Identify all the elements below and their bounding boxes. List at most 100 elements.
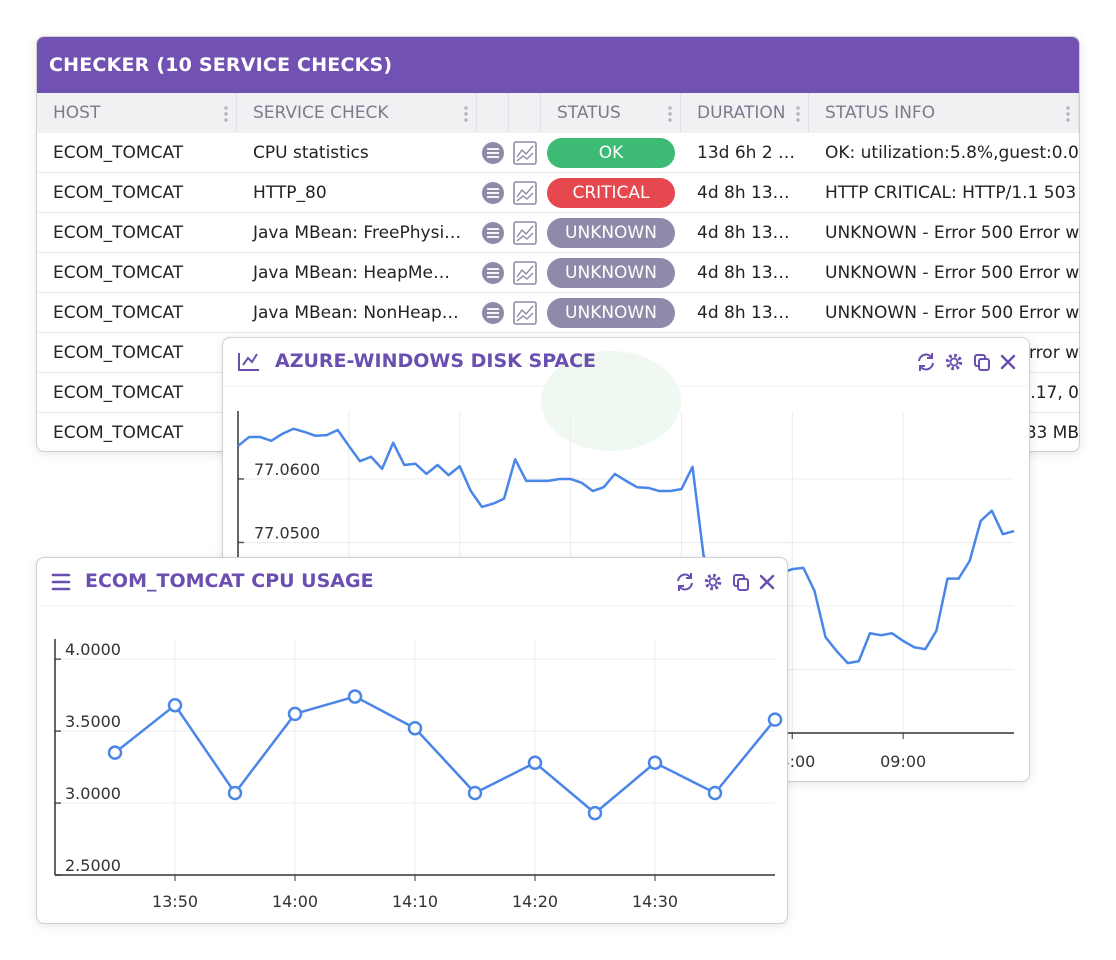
data-line	[237, 427, 1015, 665]
column-header	[477, 93, 509, 133]
column-header[interactable]: STATUS	[541, 93, 681, 133]
x-tick-label: 14:20	[512, 892, 558, 911]
data-point	[647, 755, 663, 771]
icon-line	[516, 265, 534, 282]
icon-line	[516, 225, 534, 242]
column-grip[interactable]	[796, 105, 800, 123]
column-grip[interactable]	[224, 105, 228, 123]
status-pill: UNKNOWN	[547, 258, 675, 288]
status-info-cell: UNKNOWN - Error 500 Error w	[825, 303, 1079, 323]
data-point	[287, 706, 303, 722]
data-point	[707, 785, 723, 801]
icon-shape	[949, 357, 959, 367]
data-point	[767, 712, 783, 727]
y-tick-label: 4.0000	[65, 640, 121, 659]
y-tick-label: 3.5000	[65, 712, 121, 731]
duration-cell: 13d 6h 2 …	[697, 143, 796, 163]
settings-button[interactable]	[945, 353, 963, 371]
host-cell: ECOM_TOMCAT	[53, 223, 184, 243]
cpu-window: 4.0000 3.5000 3.0000 2.5000 13:50 14:00 14:10 1…	[36, 557, 788, 924]
row-actions[interactable]	[477, 133, 541, 173]
row-actions[interactable]	[477, 253, 541, 293]
row-divider	[37, 212, 1079, 213]
refresh-button[interactable]	[918, 353, 934, 371]
data-line	[114, 695, 776, 815]
host-cell: ECOM_TOMCAT	[53, 383, 184, 403]
status-pill: CRITICAL	[547, 178, 675, 208]
settings-button[interactable]	[704, 573, 722, 591]
service-cell: Java MBean: FreePhysi…	[253, 223, 462, 243]
column-header	[509, 93, 541, 133]
y-tick-label: 77.0600	[254, 460, 320, 479]
column-header[interactable]: SERVICE CHECK	[237, 93, 477, 133]
row-divider	[37, 252, 1079, 253]
column-grip[interactable]	[1066, 105, 1070, 123]
icon-shape	[704, 573, 722, 591]
icon-shape	[677, 573, 693, 591]
cpu-chart: 4.0000 3.5000 3.0000 2.5000 13:50 14:00 14:10 1…	[37, 573, 787, 911]
graph-icon[interactable]	[513, 141, 537, 165]
row-divider	[37, 292, 1079, 293]
duration-cell: 4d 8h 13…	[697, 183, 790, 203]
host-cell: ECOM_TOMCAT	[53, 183, 184, 203]
status-info-cell: 0.17, 0	[1019, 383, 1079, 403]
copy-button[interactable]	[733, 574, 749, 591]
data-point	[407, 720, 423, 736]
graph-icon[interactable]	[513, 301, 537, 325]
row-actions[interactable]	[477, 213, 541, 253]
row-divider	[37, 172, 1079, 173]
menu-icon[interactable]	[51, 573, 71, 591]
service-cell: Java MBean: NonHeap…	[253, 303, 459, 323]
glow	[541, 351, 681, 451]
data-point	[347, 689, 363, 704]
column-grip[interactable]	[668, 105, 672, 123]
data-point	[527, 755, 543, 771]
row-actions[interactable]	[477, 173, 541, 213]
duration-cell: 4d 8h 13…	[697, 263, 790, 283]
service-cell: HTTP_80	[253, 183, 327, 203]
icon-shape	[1000, 354, 1016, 370]
status-pill: OK	[547, 138, 675, 168]
data-point	[467, 785, 483, 801]
refresh-button[interactable]	[677, 573, 693, 591]
host-cell: ECOM_TOMCAT	[53, 343, 184, 363]
x-tick-label: 14:30	[632, 892, 678, 911]
status-info-cell: OK: utilization:5.8%,guest:0.0	[825, 143, 1079, 163]
window-title: AZURE-WINDOWS DISK SPACE	[275, 350, 597, 372]
icon-shape	[737, 578, 749, 591]
x-tick-label: 13:50	[152, 892, 198, 911]
icon-shape	[945, 353, 963, 371]
column-header[interactable]: HOST	[37, 93, 237, 133]
status-pill: UNKNOWN	[547, 298, 675, 328]
service-cell: CPU statistics	[253, 143, 369, 163]
data-point	[167, 697, 183, 713]
checker-title: CHECKER (10 SERVICE CHECKS)	[37, 37, 1079, 93]
icon-line	[516, 145, 534, 162]
data-point	[587, 805, 603, 821]
x-tick-label: 14:00	[272, 892, 318, 911]
icon-shape	[978, 358, 990, 371]
icon-line	[516, 185, 534, 202]
column-header[interactable]: STATUS INFO	[809, 93, 1079, 133]
graph-icon[interactable]	[513, 221, 537, 245]
close-button[interactable]	[759, 574, 775, 590]
status-info-cell: rror w	[1028, 343, 1079, 363]
row-divider	[37, 332, 1079, 333]
host-cell: ECOM_TOMCAT	[53, 263, 184, 283]
service-cell: Java MBean: HeapMe…	[253, 263, 451, 283]
copy-button[interactable]	[974, 354, 990, 371]
column-grip[interactable]	[464, 105, 468, 123]
icon-line	[516, 305, 534, 322]
row-actions[interactable]	[477, 293, 541, 333]
window-title: ECOM_TOMCAT CPU USAGE	[85, 570, 374, 592]
status-info-cell: UNKNOWN - Error 500 Error w	[825, 263, 1079, 283]
graph-icon[interactable]	[513, 261, 537, 285]
status-info-cell: 83 MB	[1025, 423, 1079, 443]
column-header[interactable]: DURATION	[681, 93, 809, 133]
host-cell: ECOM_TOMCAT	[53, 423, 184, 443]
checker-panel: CHECKER (10 SERVICE CHECKS) HOST SERVICE …	[36, 36, 1080, 452]
status-info-cell: HTTP CRITICAL: HTTP/1.1 503	[825, 183, 1077, 203]
graph-icon[interactable]	[513, 181, 537, 205]
y-tick-label: 2.5000	[65, 856, 121, 875]
close-button[interactable]	[1000, 354, 1016, 370]
